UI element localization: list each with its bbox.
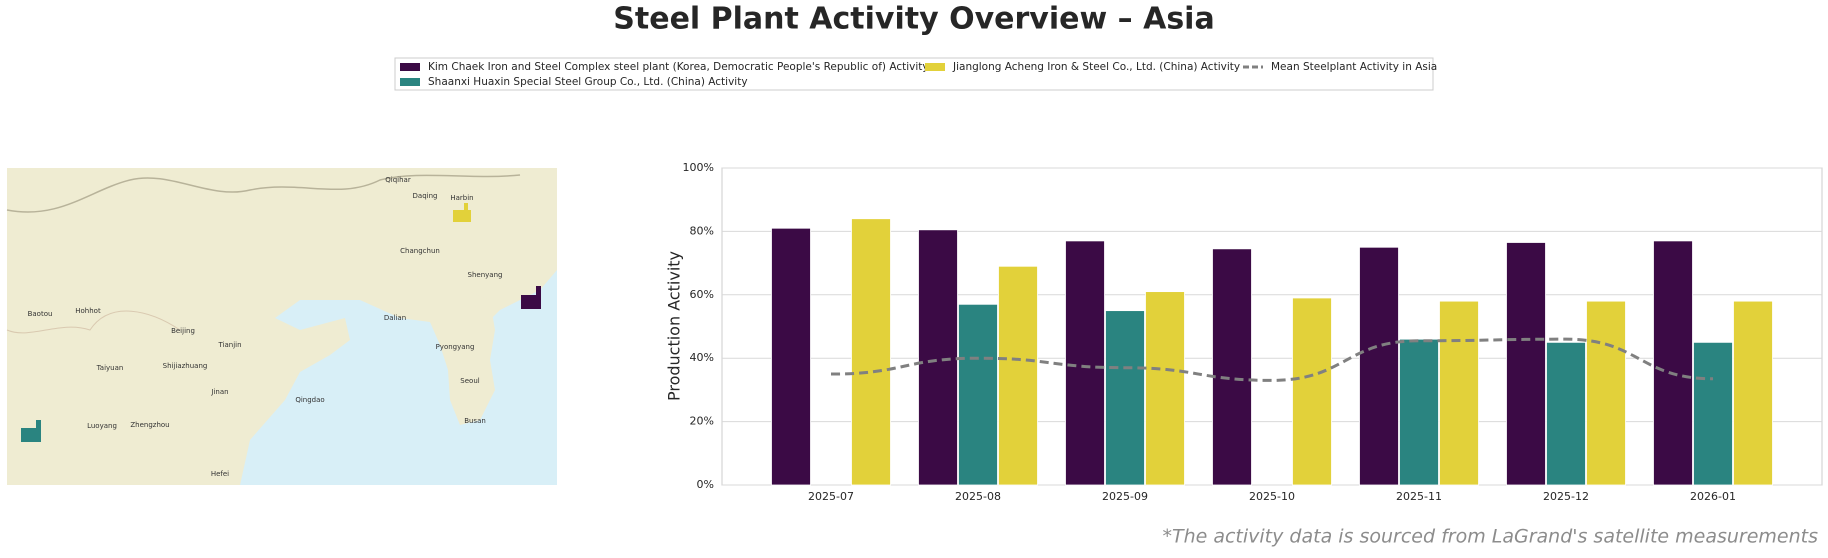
y-tick-label: 100% (683, 161, 714, 174)
bar (1399, 338, 1439, 486)
map-label: Luoyang (87, 422, 117, 430)
map-border (6, 174, 521, 213)
bar (1212, 248, 1252, 486)
bar (1439, 300, 1479, 486)
plant-icon (521, 286, 541, 309)
bar (918, 229, 958, 486)
legend-label: Jianglong Acheng Iron & Steel Co., Ltd. … (952, 61, 1240, 73)
map-label: Dalian (384, 314, 406, 322)
bar (1653, 240, 1693, 486)
map-label: Pyongyang (436, 343, 475, 351)
bar (998, 265, 1038, 486)
map-label: Hefei (211, 470, 229, 478)
plant-icon (453, 203, 471, 222)
bar (1733, 300, 1773, 486)
bar (1546, 341, 1586, 486)
bar (1145, 291, 1185, 486)
y-tick-label: 20% (690, 415, 714, 428)
map-label: Hohhot (75, 307, 101, 315)
bar (771, 227, 811, 486)
bar (1693, 341, 1733, 486)
x-tick-label: 2025-08 (955, 490, 1001, 503)
map-label: Changchun (400, 247, 440, 255)
x-tick-label: 2025-07 (808, 490, 854, 503)
map-label: Qiqihar (385, 176, 411, 184)
map-border (6, 310, 181, 334)
map-label: Baotou (28, 310, 53, 318)
legend-box (394, 57, 1434, 91)
bar (851, 218, 891, 486)
y-tick-label: 80% (690, 224, 714, 237)
bar (1506, 242, 1546, 486)
mean-line (830, 337, 1714, 382)
y-axis-label: Production Activity (665, 251, 684, 401)
y-tick-label: 60% (690, 288, 714, 301)
plant-icon (21, 420, 41, 442)
map: Harbin Changchun Shenyang Dalian Beijing Tian… (6, 168, 557, 485)
legend-swatch (400, 78, 420, 86)
map-label: Seoul (460, 377, 479, 385)
bar (1359, 246, 1399, 486)
map-label: Jinan (210, 388, 228, 396)
legend-swatch (400, 63, 420, 71)
map-label: Beijing (171, 327, 195, 335)
legend-label: Mean Steelplant Activity in Asia (1271, 61, 1437, 73)
map-label: Taiyuan (96, 364, 124, 372)
map-sea (240, 270, 557, 485)
bar (1292, 297, 1332, 486)
map-label: Tianjin (217, 341, 241, 349)
x-tick-label: 2025-09 (1102, 490, 1148, 503)
map-label: Shenyang (468, 271, 503, 279)
map-label: Qingdao (295, 396, 324, 404)
x-tick-label: 2026-01 (1690, 490, 1736, 503)
map-label: Zhengzhou (130, 421, 169, 429)
x-tick-label: 2025-11 (1396, 490, 1442, 503)
chart-title: Steel Plant Activity Overview – Asia (613, 2, 1214, 37)
bar (1105, 310, 1145, 486)
legend-label: Shaanxi Huaxin Special Steel Group Co., … (428, 76, 748, 88)
footnote: *The activity data is sourced from LaGra… (1162, 526, 1818, 548)
y-tick-label: 0% (697, 478, 714, 491)
x-tick-label: 2025-12 (1543, 490, 1589, 503)
legend-swatch (925, 63, 945, 71)
map-label: Shijiazhuang (163, 362, 208, 370)
legend-label: Kim Chaek Iron and Steel Complex steel p… (428, 61, 929, 73)
bar (958, 303, 998, 486)
map-label: Busan (464, 417, 486, 425)
y-tick-label: 40% (690, 351, 714, 364)
x-tick-label: 2025-10 (1249, 490, 1295, 503)
map-label: Daqing (413, 192, 438, 200)
bar (1065, 240, 1105, 486)
bar (1586, 300, 1626, 486)
map-label: Harbin (450, 194, 473, 202)
map-korea (430, 292, 495, 425)
